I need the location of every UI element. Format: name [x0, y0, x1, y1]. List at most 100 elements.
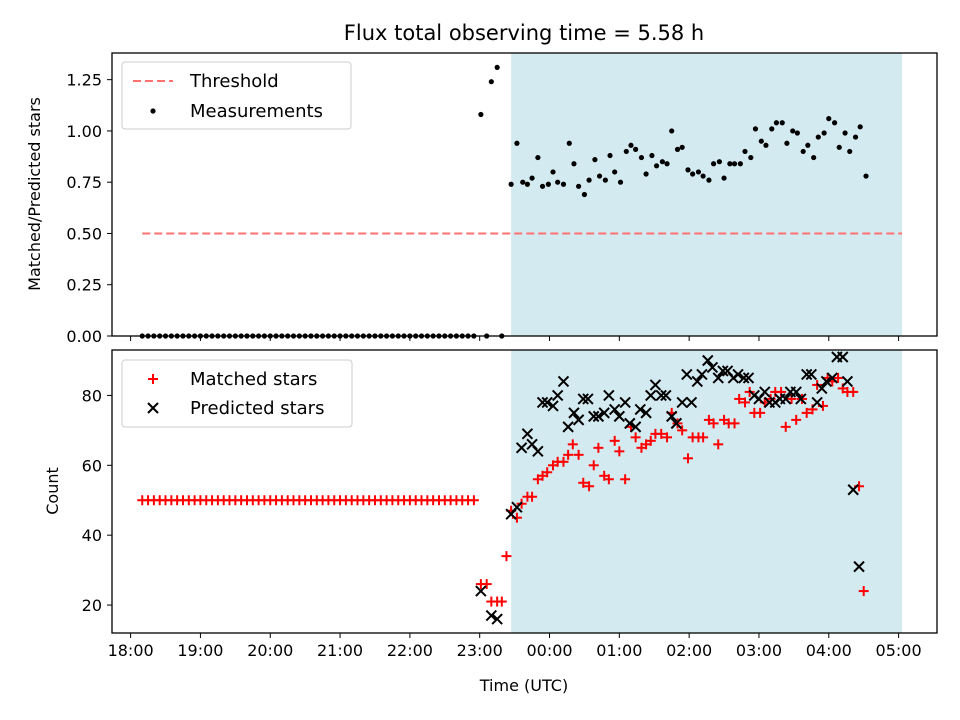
legend-measurements-swatch [150, 108, 156, 114]
predicted-stars-point [702, 354, 714, 367]
matched-stars-point [729, 418, 740, 429]
matched-stars-point [645, 435, 656, 446]
predicted-stars-point [572, 414, 585, 426]
predicted-stars-point [634, 403, 646, 416]
measurements-point [752, 126, 759, 132]
measurements-point [836, 144, 842, 150]
predicted-stars-point [717, 365, 729, 377]
count-y-tick-label: 20 [82, 596, 102, 615]
measurements-point [826, 116, 832, 122]
ratio-y-tick-label: 1.25 [66, 71, 102, 90]
predicted-stars-point [608, 403, 621, 416]
predicted-stars-point [790, 386, 802, 398]
matched-stars-point [698, 432, 709, 443]
ratio-panel: 0.00 0.25 0.50 0.75 1.00 1.25 Matched/Predict… [25, 52, 938, 346]
measurements-point [669, 128, 675, 134]
predicted-stars-point [826, 372, 838, 384]
predicted-stars-point [800, 368, 813, 381]
x-tick-label: 20:00 [247, 641, 293, 660]
measurements-point [623, 148, 629, 155]
matched-stars-point [734, 393, 745, 404]
matched-stars-point [755, 407, 766, 418]
measurements-point [706, 177, 712, 183]
matched-stars-point [620, 474, 631, 485]
x-tick-label: 18:00 [108, 641, 154, 660]
measurements-point [586, 177, 592, 183]
predicted-stars-point [837, 351, 849, 363]
matched-stars-point [682, 453, 693, 464]
measurements-point [857, 124, 863, 130]
matched-stars-point [481, 579, 492, 590]
measurements-point [737, 161, 743, 167]
legend-matched-swatch [148, 374, 158, 384]
predicted-stars-point [816, 382, 828, 395]
predicted-stars-point [681, 368, 693, 381]
measurements-point [478, 111, 484, 118]
count-legend-box [121, 359, 353, 428]
count-y-tick-label: 60 [82, 456, 102, 475]
measurements-point [716, 159, 723, 165]
matched-stars-point [603, 474, 614, 485]
ratio-observing-window-shade [511, 53, 903, 336]
legend-threshold-label: Threshold [189, 71, 279, 92]
measurements-point [581, 191, 588, 198]
measurements-point [617, 179, 624, 185]
measurements-point [550, 169, 556, 175]
measurements-point [790, 128, 796, 134]
predicted-stars-point [805, 368, 818, 381]
measurements-point [748, 154, 754, 161]
count-y-tick-label: 80 [82, 386, 102, 405]
predicted-stars-point [655, 389, 667, 402]
measurements-point [612, 169, 618, 175]
measurements-point [596, 173, 603, 179]
matched-stars-point [563, 449, 574, 460]
measurements-point [731, 161, 738, 167]
x-tick-label: 01:00 [596, 641, 642, 660]
count-panel-frame [111, 349, 938, 634]
measurements-point [690, 171, 696, 177]
predicted-stars-point [742, 372, 755, 384]
x-tick-label: 21:00 [317, 641, 363, 660]
measurements-point [555, 179, 561, 185]
measurements-point [494, 64, 500, 70]
matched-stars-point [677, 425, 688, 436]
measurements-point [847, 148, 853, 155]
predicted-stars-point [847, 484, 859, 496]
x-tick-label: 19:00 [177, 641, 223, 660]
predicted-stars-point [665, 410, 678, 423]
measurements-point [633, 146, 639, 152]
predicted-stars-point [696, 368, 708, 381]
matched-stars-point [848, 386, 859, 397]
measurements-point [811, 154, 817, 161]
measurements-point [566, 140, 572, 146]
measurements-point [700, 173, 706, 179]
predicted-stars-point [811, 396, 823, 409]
matched-stars-point [713, 439, 724, 450]
measurements-point [653, 163, 660, 169]
matched-stars-point [567, 439, 578, 450]
ratio-y-tick-label: 1.00 [66, 122, 102, 141]
measurements-point [659, 159, 665, 165]
measurements-point [773, 120, 780, 126]
measurements-point [852, 134, 859, 140]
measurements-point [545, 181, 551, 187]
matched-stars-point [593, 442, 604, 453]
measurements-point [649, 152, 655, 159]
matched-stars-point [527, 491, 538, 502]
predicted-stars-point [536, 396, 549, 409]
predicted-stars-point [685, 396, 698, 409]
predicted-stars-point [732, 368, 744, 381]
ratio-legend: Threshold Measurements [121, 61, 352, 130]
predicted-stars-point [676, 396, 688, 409]
x-tick-label: 03:00 [736, 641, 782, 660]
matched-stars-point [656, 428, 667, 439]
measurements-point [805, 142, 811, 148]
matched-stars-point [780, 421, 791, 432]
ratio-y-tick-label: 0.75 [66, 173, 102, 192]
predicted-stars-point [640, 407, 652, 419]
measurements-point [779, 120, 785, 126]
predicted-stars-point [645, 389, 657, 402]
measurements-point [529, 175, 535, 181]
figure-title: Flux total observing time = 5.58 h [344, 21, 704, 45]
matched-stars-point [833, 372, 844, 383]
